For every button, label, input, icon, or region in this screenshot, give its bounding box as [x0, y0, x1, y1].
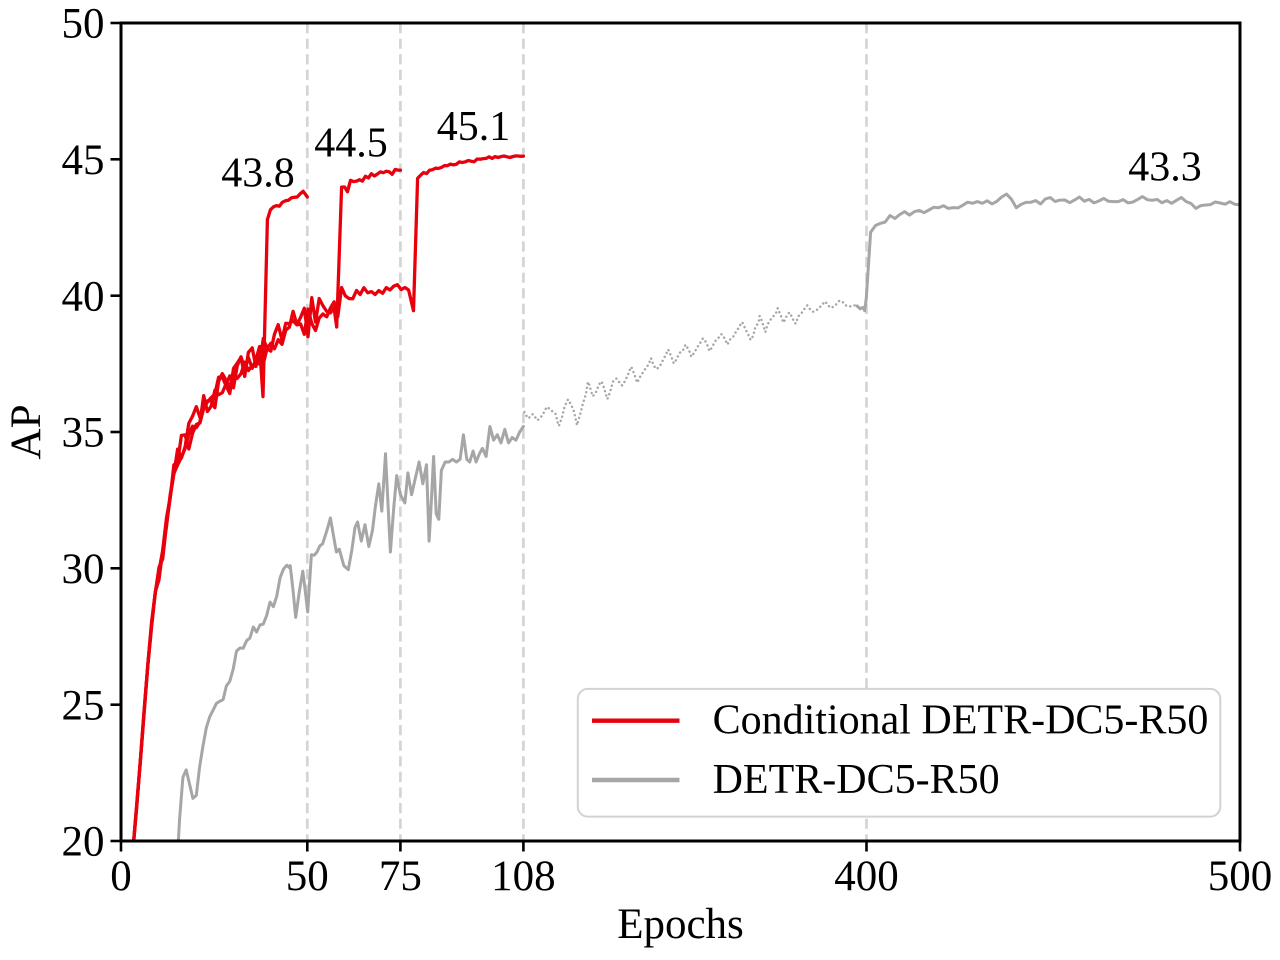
- svg-text:30: 30: [62, 546, 105, 593]
- svg-text:AP: AP: [3, 405, 50, 460]
- svg-text:500: 500: [1208, 853, 1273, 900]
- svg-text:44.5: 44.5: [314, 121, 388, 167]
- svg-text:75: 75: [379, 853, 422, 900]
- svg-text:108: 108: [491, 853, 556, 900]
- svg-text:25: 25: [62, 682, 105, 729]
- svg-text:0: 0: [110, 853, 132, 900]
- svg-text:43.3: 43.3: [1128, 145, 1202, 191]
- svg-text:50: 50: [286, 853, 329, 900]
- svg-text:Epochs: Epochs: [617, 901, 744, 948]
- svg-text:43.8: 43.8: [221, 151, 295, 197]
- svg-text:45.1: 45.1: [437, 104, 511, 150]
- svg-text:45: 45: [62, 137, 105, 184]
- svg-text:Conditional DETR-DC5-R50: Conditional DETR-DC5-R50: [713, 698, 1209, 744]
- svg-text:DETR-DC5-R50: DETR-DC5-R50: [713, 757, 1000, 803]
- svg-text:35: 35: [62, 410, 105, 457]
- svg-text:50: 50: [62, 1, 105, 48]
- svg-text:40: 40: [62, 273, 105, 320]
- svg-text:20: 20: [62, 819, 105, 866]
- svg-text:400: 400: [834, 853, 899, 900]
